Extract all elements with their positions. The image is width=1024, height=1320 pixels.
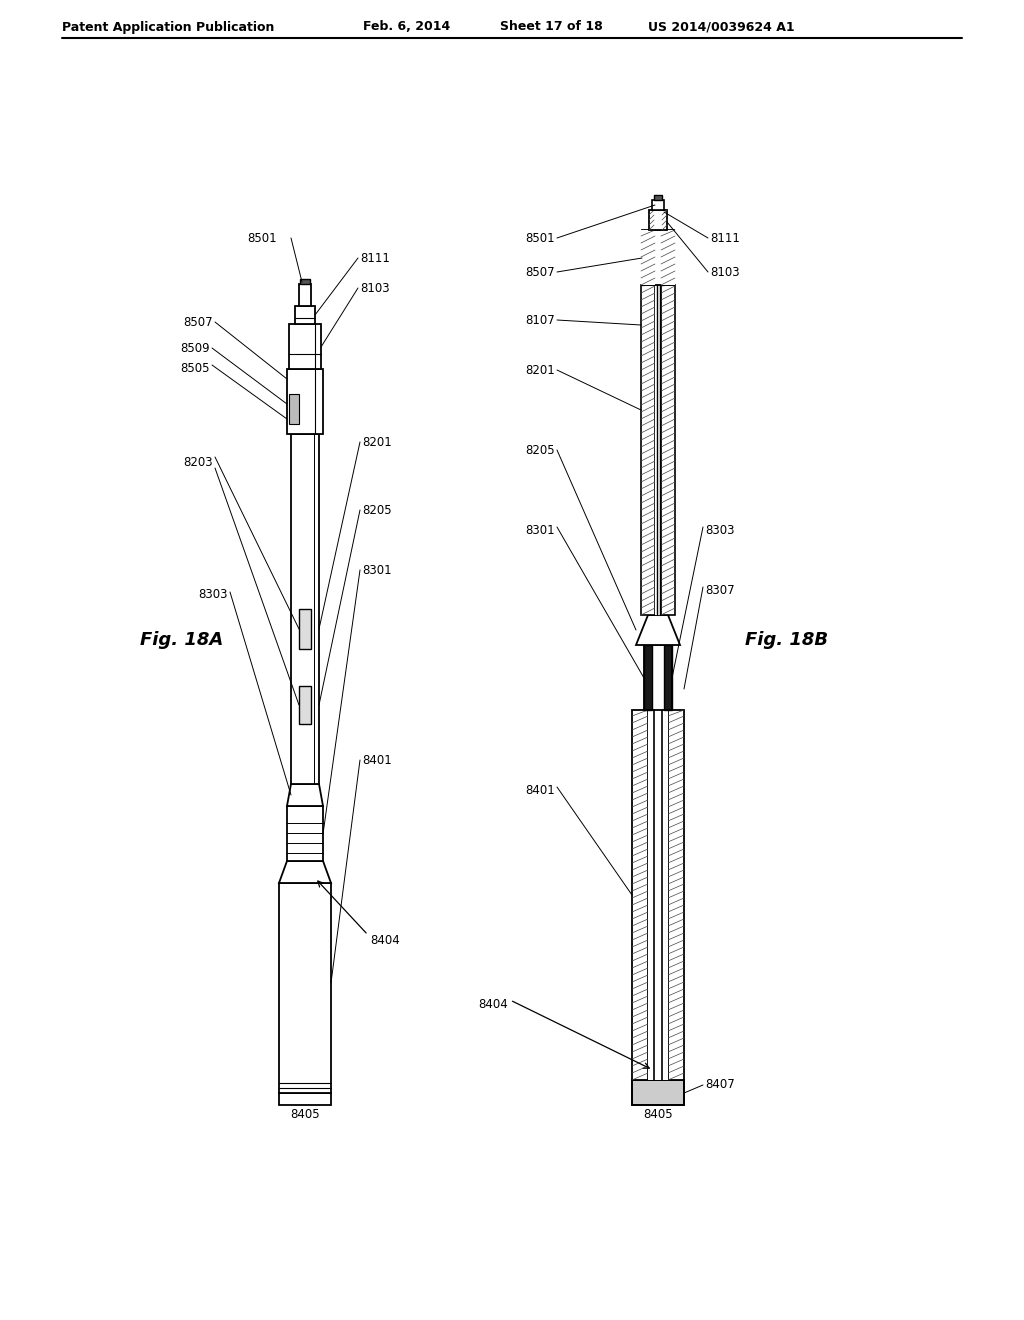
Text: 8301: 8301 xyxy=(362,564,391,577)
Text: 8111: 8111 xyxy=(710,231,740,244)
Bar xyxy=(644,645,652,710)
Text: Patent Application Publication: Patent Application Publication xyxy=(62,21,274,33)
Text: 8505: 8505 xyxy=(180,362,210,375)
Text: 8103: 8103 xyxy=(360,281,389,294)
Bar xyxy=(649,210,667,230)
Bar xyxy=(642,230,674,285)
Bar xyxy=(289,393,299,424)
Text: 8203: 8203 xyxy=(183,455,213,469)
Bar xyxy=(648,710,668,1080)
Text: 8509: 8509 xyxy=(180,342,210,355)
Bar xyxy=(662,285,675,615)
Bar xyxy=(668,710,684,1080)
Bar xyxy=(632,1080,684,1105)
Bar xyxy=(299,686,311,723)
Bar xyxy=(655,285,662,615)
Text: 8201: 8201 xyxy=(525,363,555,376)
Bar xyxy=(662,230,675,285)
Bar xyxy=(291,434,319,784)
Text: 8507: 8507 xyxy=(525,265,555,279)
Text: 8301: 8301 xyxy=(525,524,555,536)
Bar xyxy=(632,710,648,1080)
Text: 8405: 8405 xyxy=(290,1109,319,1122)
Bar xyxy=(299,284,311,306)
Bar xyxy=(641,285,655,615)
Bar xyxy=(644,645,672,710)
Text: 8205: 8205 xyxy=(525,444,555,457)
Text: 8303: 8303 xyxy=(199,589,228,602)
Bar xyxy=(299,609,311,649)
Text: 8201: 8201 xyxy=(362,436,392,449)
Text: 8501: 8501 xyxy=(247,231,276,244)
Bar xyxy=(632,1080,684,1105)
Text: 8307: 8307 xyxy=(705,583,734,597)
Text: 8404: 8404 xyxy=(370,933,399,946)
Bar xyxy=(287,370,323,434)
Polygon shape xyxy=(287,784,323,807)
Text: Sheet 17 of 18: Sheet 17 of 18 xyxy=(500,21,603,33)
Bar xyxy=(295,306,315,323)
Text: Feb. 6, 2014: Feb. 6, 2014 xyxy=(362,21,451,33)
Text: 8507: 8507 xyxy=(183,315,213,329)
Bar xyxy=(641,230,655,285)
Bar xyxy=(289,323,321,370)
Bar xyxy=(652,201,664,210)
Text: 8407: 8407 xyxy=(705,1078,735,1092)
Text: Fig. 18A: Fig. 18A xyxy=(140,631,223,649)
Text: 8303: 8303 xyxy=(705,524,734,536)
Text: 8404: 8404 xyxy=(478,998,508,1011)
Bar xyxy=(279,1093,331,1105)
Text: 8111: 8111 xyxy=(360,252,390,264)
Text: 8205: 8205 xyxy=(362,503,391,516)
Text: 8401: 8401 xyxy=(362,754,392,767)
Bar xyxy=(287,807,323,861)
Bar xyxy=(654,195,662,201)
Text: US 2014/0039624 A1: US 2014/0039624 A1 xyxy=(648,21,795,33)
Bar xyxy=(279,883,331,1093)
Text: 8401: 8401 xyxy=(525,784,555,796)
Polygon shape xyxy=(279,861,331,883)
Text: Fig. 18B: Fig. 18B xyxy=(745,631,828,649)
Text: 8107: 8107 xyxy=(525,314,555,326)
Text: 8501: 8501 xyxy=(525,231,555,244)
Bar xyxy=(664,645,672,710)
Text: 8103: 8103 xyxy=(710,265,739,279)
Bar xyxy=(300,279,310,284)
Polygon shape xyxy=(636,615,680,645)
Text: 8405: 8405 xyxy=(643,1109,673,1122)
